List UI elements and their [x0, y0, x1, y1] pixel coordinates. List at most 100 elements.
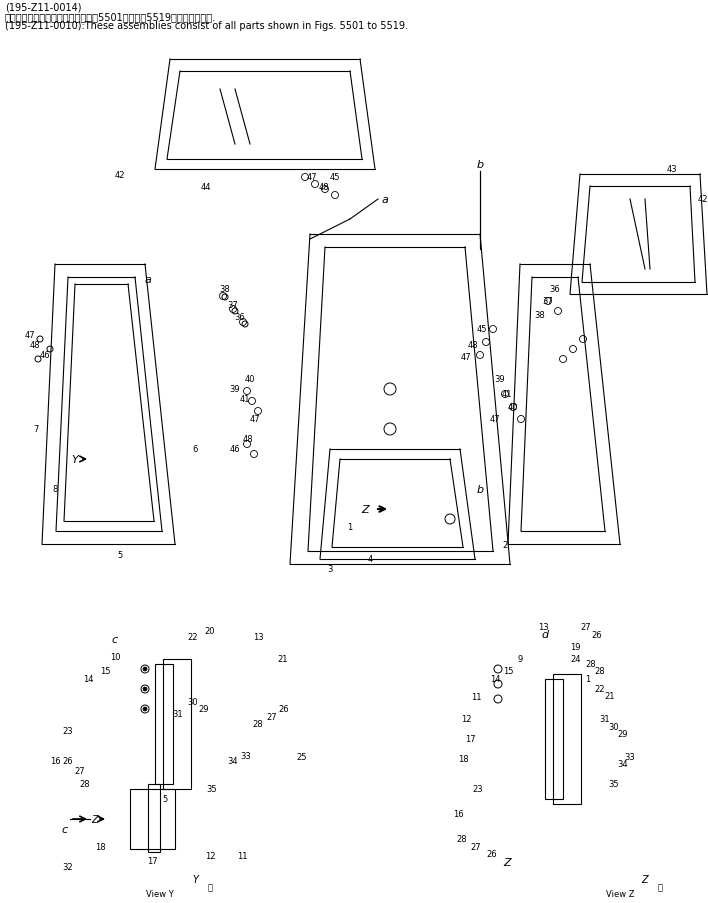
Text: 3: 3 — [327, 565, 333, 574]
Text: 様: 様 — [658, 882, 663, 891]
Text: 26: 26 — [486, 850, 497, 859]
Text: 16: 16 — [50, 757, 60, 766]
Text: 40: 40 — [508, 403, 518, 412]
Text: Z: Z — [641, 874, 649, 884]
Bar — [130, 789, 175, 849]
Text: 33: 33 — [241, 751, 251, 760]
Text: 31: 31 — [173, 710, 183, 719]
Text: 37: 37 — [228, 300, 239, 309]
Text: Y: Y — [72, 454, 79, 464]
Text: b: b — [476, 485, 484, 495]
Text: 15: 15 — [100, 666, 110, 675]
Text: 46: 46 — [229, 445, 240, 454]
Text: 35: 35 — [609, 779, 620, 788]
Text: 28: 28 — [586, 660, 596, 669]
Text: 11: 11 — [236, 852, 247, 861]
Text: (195-Z11-0014): (195-Z11-0014) — [5, 3, 81, 13]
Text: 21: 21 — [605, 692, 615, 701]
Text: 26: 26 — [279, 704, 290, 713]
Text: 42: 42 — [697, 195, 708, 204]
Text: 9: 9 — [518, 655, 523, 664]
Text: 1: 1 — [348, 523, 353, 532]
Text: 27: 27 — [581, 623, 591, 632]
Text: 40: 40 — [245, 375, 256, 384]
Bar — [163, 659, 191, 789]
Text: 26: 26 — [592, 629, 603, 638]
Text: 23: 23 — [63, 727, 74, 736]
Text: 2: 2 — [503, 540, 508, 549]
Text: a: a — [145, 275, 152, 284]
Text: 43: 43 — [667, 165, 678, 174]
Text: これらのアセンブリの構成部品は第5501図から第5519図まで含みます.: これらのアセンブリの構成部品は第5501図から第5519図まで含みます. — [5, 12, 216, 22]
Text: 10: 10 — [110, 653, 120, 662]
Text: 22: 22 — [595, 684, 605, 694]
Text: 32: 32 — [63, 862, 74, 871]
Text: 5: 5 — [118, 550, 122, 559]
Text: 26: 26 — [63, 757, 74, 766]
Text: 41: 41 — [240, 396, 250, 404]
Text: 29: 29 — [618, 730, 628, 739]
Text: 28: 28 — [253, 720, 263, 729]
Text: Z: Z — [92, 815, 98, 824]
Text: 16: 16 — [452, 810, 463, 819]
Text: Z: Z — [503, 857, 510, 867]
Text: a: a — [382, 195, 389, 205]
Text: 48: 48 — [468, 340, 479, 349]
Text: 13: 13 — [537, 623, 548, 632]
Text: 1: 1 — [586, 675, 590, 684]
Text: 45: 45 — [330, 173, 341, 182]
Text: 27: 27 — [471, 842, 481, 852]
Text: 46: 46 — [40, 350, 50, 359]
Text: 30: 30 — [188, 698, 198, 707]
Text: 28: 28 — [457, 834, 467, 843]
Text: 39: 39 — [229, 385, 240, 394]
Text: 21: 21 — [278, 655, 288, 664]
Text: 36: 36 — [234, 313, 246, 322]
Text: 31: 31 — [600, 714, 610, 723]
Text: 48: 48 — [319, 183, 329, 192]
Text: b: b — [476, 160, 484, 170]
Text: 18: 18 — [457, 755, 468, 764]
Text: 19: 19 — [570, 643, 581, 652]
Text: 5: 5 — [162, 795, 168, 804]
Text: 34: 34 — [228, 757, 239, 766]
Text: 6: 6 — [193, 445, 198, 454]
Text: 47: 47 — [250, 415, 261, 424]
Text: 35: 35 — [207, 785, 217, 794]
Text: 42: 42 — [115, 171, 125, 180]
Text: 12: 12 — [461, 714, 472, 723]
Text: 14: 14 — [490, 675, 501, 684]
Text: 41: 41 — [502, 390, 513, 399]
Text: 47: 47 — [490, 415, 501, 424]
Text: View Y: View Y — [146, 889, 174, 898]
Text: 44: 44 — [201, 183, 211, 192]
Bar — [553, 675, 581, 804]
Text: 24: 24 — [571, 655, 581, 664]
Text: 様: 様 — [207, 882, 212, 891]
Text: 33: 33 — [624, 753, 635, 761]
Text: 48: 48 — [243, 435, 253, 444]
Text: c: c — [62, 824, 68, 834]
Text: View Z: View Z — [606, 889, 634, 898]
Text: 4: 4 — [367, 554, 372, 563]
Text: Y: Y — [192, 874, 198, 884]
Text: 47: 47 — [307, 173, 317, 182]
Text: 12: 12 — [205, 852, 215, 861]
Text: 8: 8 — [52, 485, 57, 494]
Text: 30: 30 — [609, 722, 620, 731]
Text: 36: 36 — [549, 285, 560, 294]
Text: 38: 38 — [535, 312, 545, 321]
Circle shape — [143, 667, 147, 671]
Text: 15: 15 — [503, 666, 513, 675]
Text: 48: 48 — [30, 340, 40, 349]
Text: 34: 34 — [617, 759, 628, 768]
Text: 38: 38 — [219, 285, 230, 294]
Text: 7: 7 — [33, 425, 39, 434]
Text: 23: 23 — [473, 785, 484, 794]
Bar — [155, 665, 173, 784]
Text: 17: 17 — [147, 857, 157, 866]
Text: 37: 37 — [542, 297, 554, 306]
Text: 20: 20 — [205, 627, 215, 636]
Text: 28: 28 — [80, 779, 91, 788]
Text: 39: 39 — [495, 375, 506, 384]
